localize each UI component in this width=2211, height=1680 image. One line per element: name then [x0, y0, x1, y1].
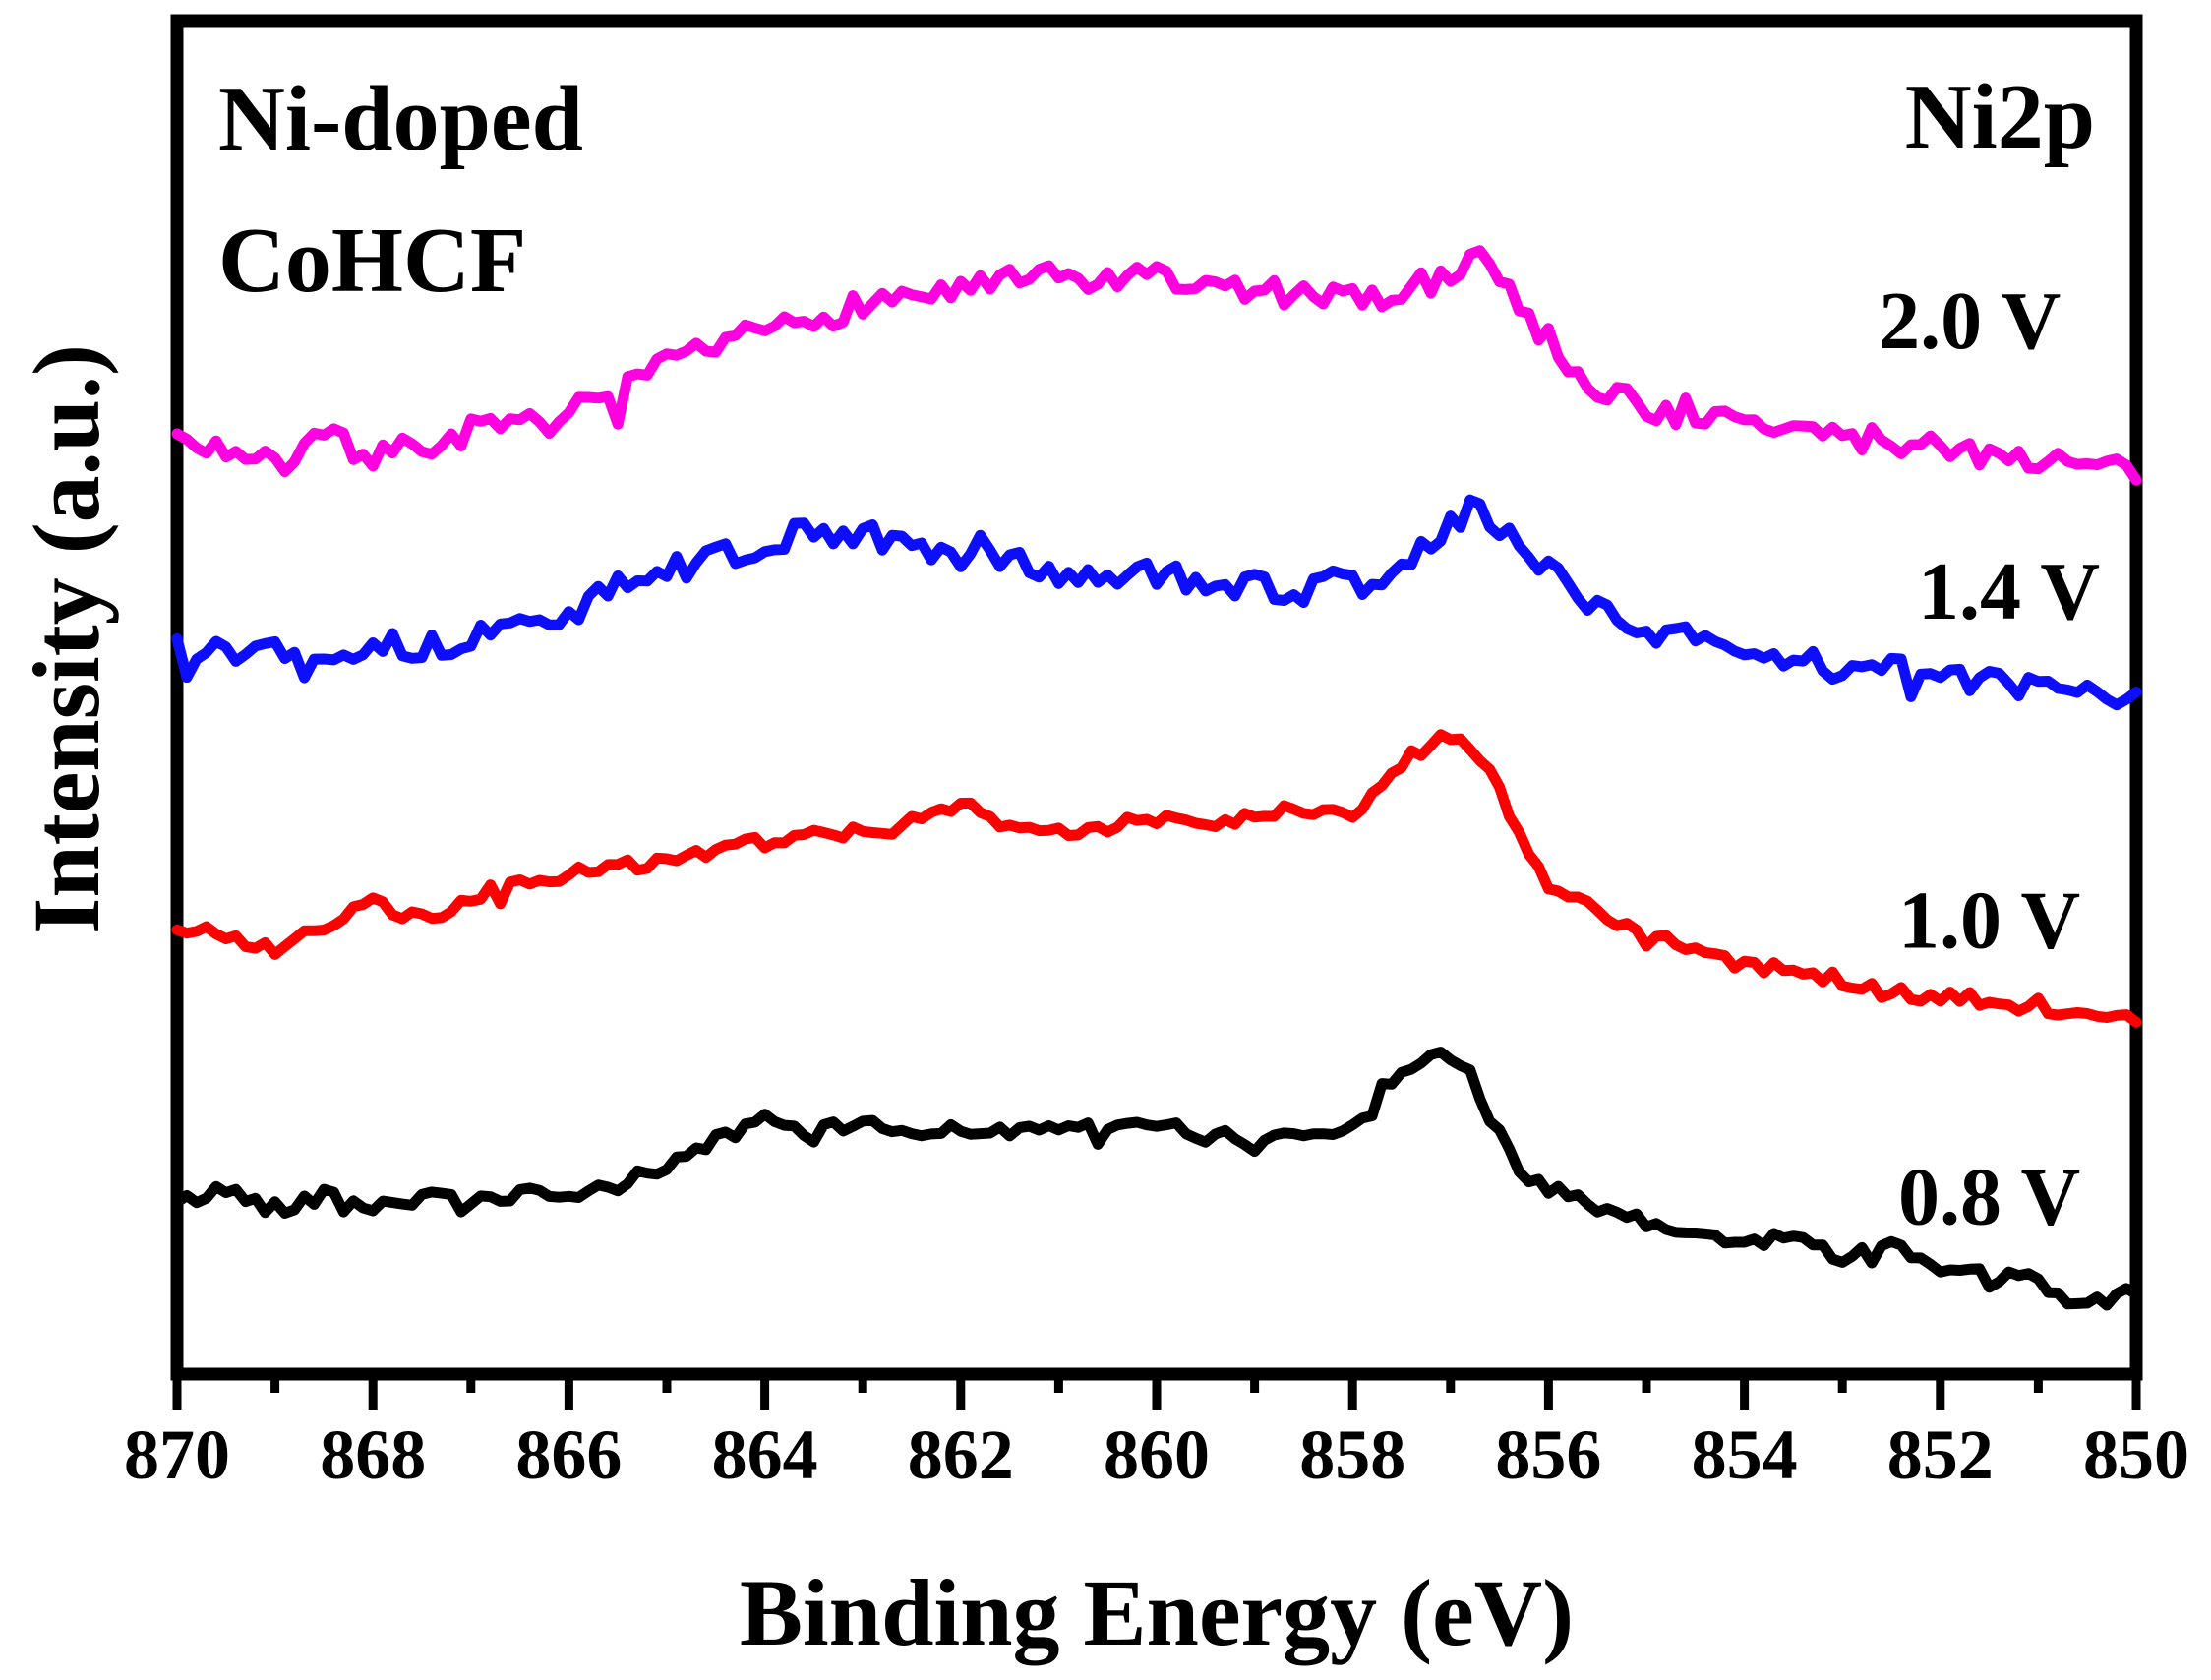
series-voltage-labels: 2.0 V 1.4 V 1.0 V 0.8 V	[1879, 275, 2100, 1243]
x-tick-label: 862	[908, 1415, 1014, 1494]
x-tick-label: 856	[1495, 1415, 1601, 1494]
spectrum-curve-0.8V	[171, 1047, 2142, 1311]
x-tick-label: 868	[320, 1415, 426, 1494]
series-label-2.0V: 2.0 V	[1879, 275, 2061, 367]
x-tick-label: 860	[1104, 1415, 1210, 1494]
x-tick-label: 870	[124, 1415, 230, 1494]
annotation-region-ni2p: Ni2p	[1905, 66, 2095, 168]
spectrum-curve-1.0V	[171, 729, 2142, 1028]
y-axis-title: Intensity (a.u.)	[14, 344, 119, 934]
x-tick-label: 854	[1692, 1415, 1798, 1494]
x-axis-tick-labels: 870 868 866 864 862 860 858 856 854 852 850	[124, 1415, 2189, 1494]
x-tick-label: 852	[1887, 1415, 1994, 1494]
x-tick-label: 866	[515, 1415, 622, 1494]
spectra-curves	[171, 245, 2142, 1311]
x-tick-label: 864	[712, 1415, 818, 1494]
spectrum-curve-1.4V	[171, 494, 2142, 711]
annotation-material-line1: Ni-doped	[218, 68, 583, 170]
x-tick-label: 850	[2083, 1415, 2189, 1494]
x-tick-label: 858	[1299, 1415, 1405, 1494]
spectrum-curve-2.0V	[171, 245, 2142, 486]
series-label-1.4V: 1.4 V	[1918, 546, 2100, 637]
series-label-0.8V: 0.8 V	[1898, 1151, 2080, 1242]
x-axis-ticks	[172, 1375, 2141, 1410]
series-label-1.0V: 1.0 V	[1898, 874, 2080, 966]
x-axis-title: Binding Energy (eV)	[740, 1560, 1574, 1665]
annotation-material-line2: CoHCF	[218, 210, 526, 312]
